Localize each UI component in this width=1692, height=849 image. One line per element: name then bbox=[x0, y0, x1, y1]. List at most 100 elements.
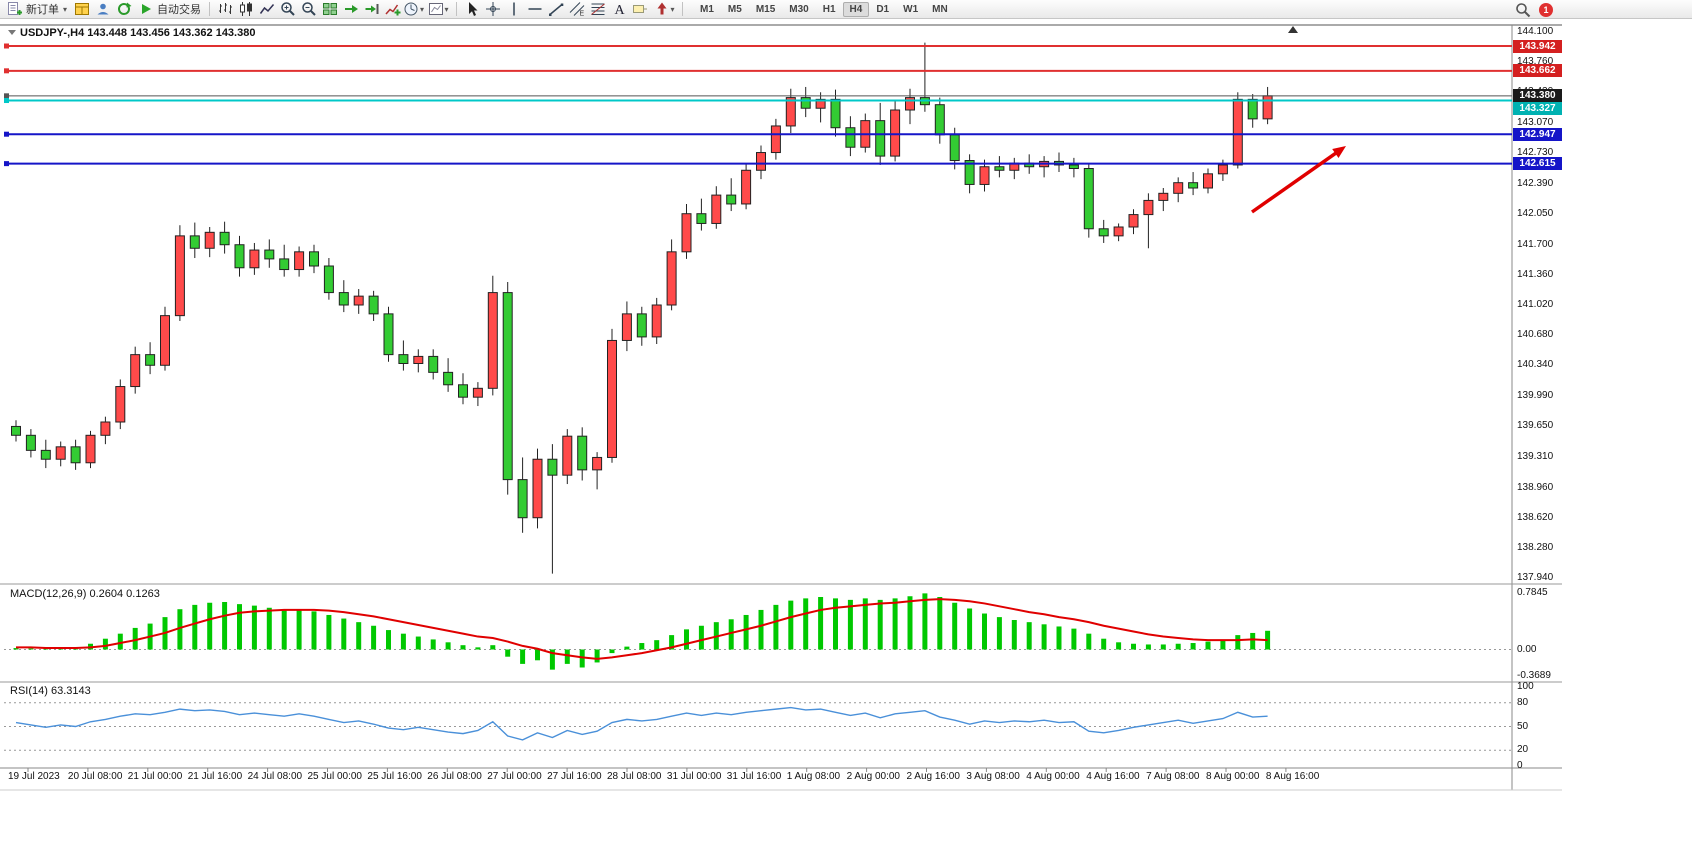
one-click-trading-expander[interactable] bbox=[8, 30, 16, 35]
crosshair-button[interactable] bbox=[482, 1, 503, 18]
timeframe-button-h4[interactable]: H4 bbox=[842, 1, 870, 17]
timeframe-button-w1[interactable]: W1 bbox=[903, 3, 919, 15]
rsi-line bbox=[15, 706, 1268, 741]
candle bbox=[875, 120, 886, 157]
candle bbox=[607, 339, 617, 458]
candle bbox=[815, 98, 826, 109]
candle bbox=[323, 265, 334, 294]
candle bbox=[160, 315, 170, 366]
market-watch-icon bbox=[74, 3, 89, 15]
vertical-line-button[interactable] bbox=[503, 1, 524, 18]
arrows-icon bbox=[657, 2, 666, 15]
text-button[interactable]: A bbox=[608, 1, 629, 18]
time-scale[interactable] bbox=[0, 768, 1512, 790]
toolbar-separator bbox=[209, 2, 211, 16]
candle bbox=[294, 251, 305, 271]
text-icon: A bbox=[614, 3, 625, 17]
trend-arrow[interactable] bbox=[1250, 148, 1343, 214]
candle bbox=[994, 166, 1005, 171]
timeframe-button-m15[interactable]: M15 bbox=[755, 3, 776, 15]
navigator-button[interactable] bbox=[92, 1, 113, 18]
candle bbox=[770, 125, 781, 154]
toolbar: 新订单 ▾ 自动交易 ▾ ▾ E A ▾ M1 M5 M15 M30 H1 H4 D1 W1 M… bbox=[0, 0, 1692, 19]
periods-button[interactable]: ▾ bbox=[403, 1, 424, 18]
arrows-button[interactable]: ▾ bbox=[650, 1, 678, 18]
candlestick-icon bbox=[239, 2, 252, 16]
indicators-icon bbox=[384, 4, 401, 16]
timeframe-button-mn[interactable]: MN bbox=[932, 3, 948, 15]
channel-button[interactable]: E bbox=[566, 1, 587, 18]
candle bbox=[517, 479, 528, 519]
timeframe-button-m1[interactable]: M1 bbox=[700, 3, 714, 15]
zoom-out-button[interactable] bbox=[298, 1, 319, 18]
pane-separator-rsi[interactable] bbox=[0, 680, 1562, 685]
zoom-in-icon bbox=[280, 2, 295, 16]
candle bbox=[189, 235, 200, 249]
chevron-down-icon: ▾ bbox=[444, 4, 449, 14]
candle bbox=[1068, 164, 1079, 169]
search-button[interactable] bbox=[1512, 1, 1533, 18]
candle bbox=[55, 446, 66, 460]
candle bbox=[756, 152, 766, 171]
equidistant-channel-icon: E bbox=[569, 2, 584, 17]
zoom-in-button[interactable] bbox=[277, 1, 298, 18]
timeframe-button-h1[interactable]: H1 bbox=[822, 3, 836, 15]
fibonacci-button[interactable] bbox=[587, 1, 608, 18]
candle bbox=[11, 425, 21, 436]
horizontal-line-icon bbox=[528, 8, 542, 10]
price-scale[interactable] bbox=[1512, 25, 1562, 768]
candle bbox=[741, 169, 752, 205]
candle bbox=[40, 449, 51, 460]
templates-button[interactable]: ▾ bbox=[424, 1, 452, 18]
timeframe-button-d1[interactable]: D1 bbox=[876, 3, 890, 15]
candle bbox=[681, 213, 692, 253]
autotrade-button[interactable]: 自动交易 bbox=[134, 1, 205, 18]
chart-shift-marker[interactable] bbox=[1288, 26, 1298, 33]
refresh-icon bbox=[117, 2, 132, 15]
bar-chart-button[interactable] bbox=[214, 1, 235, 18]
candle bbox=[309, 251, 319, 267]
notification-badge[interactable]: 1 bbox=[1539, 2, 1553, 17]
market-watch-button[interactable] bbox=[71, 1, 92, 18]
candle bbox=[264, 249, 275, 260]
hline-left-marker bbox=[4, 43, 9, 49]
candle bbox=[1217, 164, 1228, 175]
candle bbox=[621, 313, 632, 341]
periods-clock-icon bbox=[404, 2, 418, 16]
text-label-button[interactable] bbox=[629, 1, 650, 18]
line-chart-icon bbox=[259, 4, 274, 14]
candle bbox=[234, 244, 245, 269]
candle bbox=[577, 435, 588, 471]
cursor-button[interactable] bbox=[461, 1, 482, 18]
candle bbox=[458, 384, 468, 398]
candle bbox=[905, 97, 915, 111]
timeframe-button-m5[interactable]: M5 bbox=[727, 3, 742, 15]
indicators-button[interactable] bbox=[382, 1, 403, 18]
fibonacci-icon bbox=[590, 3, 605, 15]
new-order-label: 新订单 bbox=[26, 4, 59, 16]
chart-shift-button[interactable] bbox=[361, 1, 382, 18]
search-icon bbox=[1515, 2, 1530, 17]
candle bbox=[443, 371, 454, 386]
refresh-button[interactable] bbox=[113, 1, 134, 18]
candle bbox=[428, 355, 439, 373]
tile-windows-button[interactable] bbox=[319, 1, 340, 18]
candlestick-chart-button[interactable] bbox=[235, 1, 256, 18]
candle bbox=[85, 434, 96, 464]
new-order-button[interactable]: 新订单 ▾ bbox=[3, 1, 71, 18]
candle bbox=[651, 304, 662, 338]
candle bbox=[145, 354, 156, 366]
chevron-down-icon: ▾ bbox=[670, 4, 675, 14]
zoom-out-icon bbox=[301, 2, 316, 16]
line-chart-button[interactable] bbox=[256, 1, 277, 18]
candle bbox=[949, 134, 960, 162]
horizontal-line-button[interactable] bbox=[524, 1, 545, 18]
toolbar-separator bbox=[682, 2, 684, 16]
auto-scroll-button[interactable] bbox=[340, 1, 361, 18]
pane-separator-macd[interactable] bbox=[0, 582, 1562, 587]
autotrade-play-icon bbox=[142, 4, 152, 14]
timeframe-button-m30[interactable]: M30 bbox=[789, 3, 809, 15]
trendline-button[interactable] bbox=[545, 1, 566, 18]
